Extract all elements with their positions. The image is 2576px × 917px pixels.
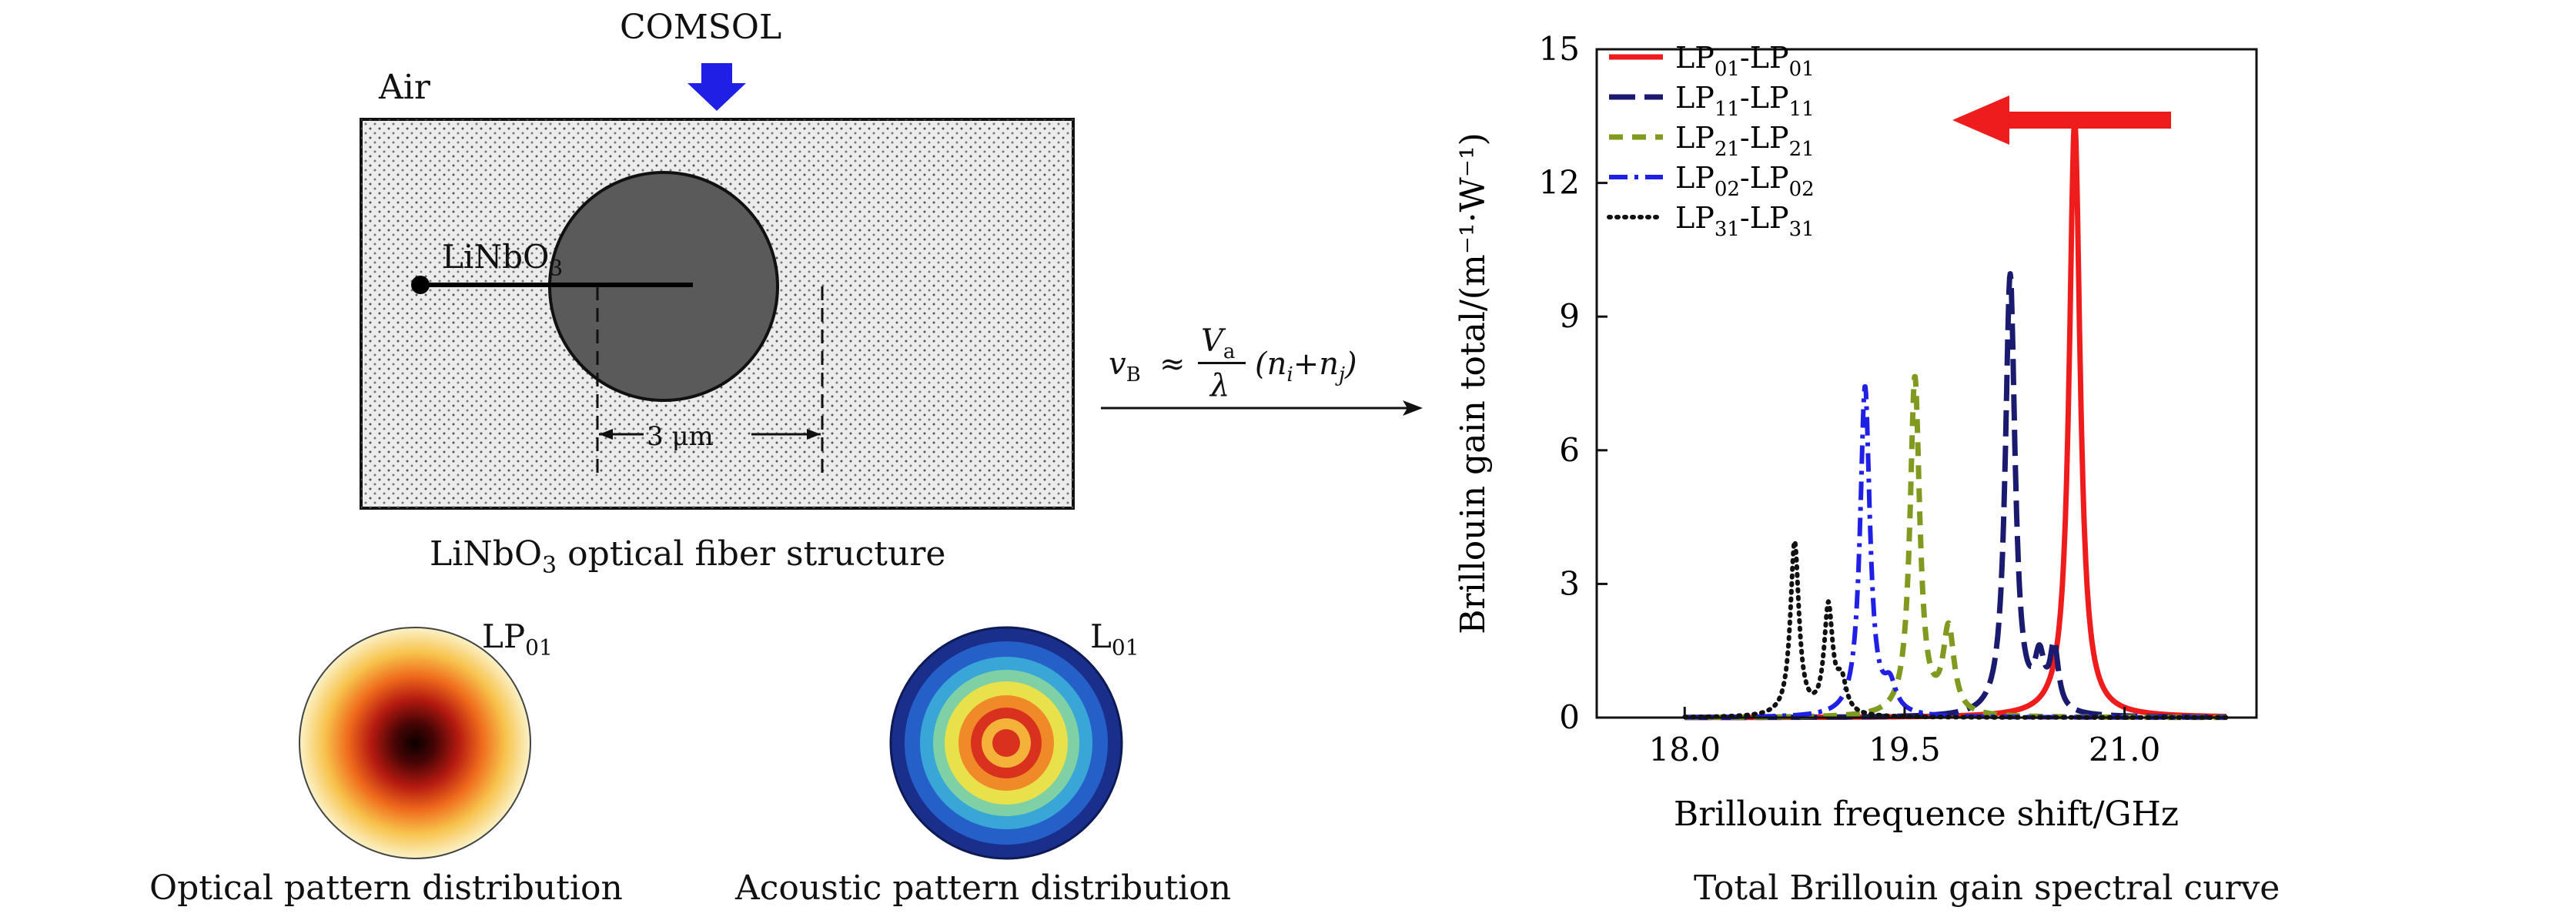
legend-label: LP31-LP31 <box>1675 201 1815 241</box>
series-line-lp31-lp31 <box>1682 539 2230 720</box>
optical-mode-label: LP01 <box>482 617 553 661</box>
y-tick-label: 3 <box>1559 564 1580 602</box>
x-tick-label: 18.0 <box>1649 731 1721 768</box>
y-tick-label: 12 <box>1539 164 1580 202</box>
comsol-arrow-icon <box>687 63 746 111</box>
x-tick-label: 21.0 <box>2089 731 2161 768</box>
fiber-structure <box>360 118 1075 510</box>
air-label: Air <box>379 68 430 107</box>
y-tick-label: 9 <box>1559 297 1580 335</box>
comsol-label: COMSOL <box>620 8 782 47</box>
brillouin-formula: vB ≈ Va λ (ni+nj) <box>1109 323 1357 403</box>
plot-frame <box>1595 48 2258 719</box>
acoustic-caption: Acoustic pattern distribution <box>735 868 1232 908</box>
y-axis-label: Brillouin gain total/(m⁻¹·W⁻¹) <box>1454 132 1493 634</box>
y-tick-label: 15 <box>1539 30 1580 68</box>
legend-label: LP21-LP21 <box>1675 121 1815 161</box>
x-tick-label: 19.5 <box>1868 731 1941 768</box>
axis-ticks: 18.0 19.5 21.0 0 3 6 9 12 15 <box>1539 30 2161 768</box>
optical-mode-image <box>299 627 531 859</box>
y-tick-label: 0 <box>1559 698 1580 736</box>
annotation-arrow-icon <box>1952 95 2171 145</box>
legend-label: LP02-LP02 <box>1675 161 1815 201</box>
acoustic-mode-image <box>889 626 1123 860</box>
legend: LP01-LP01LP11-LP11LP21-LP21LP02-LP02LP31… <box>1607 41 1815 241</box>
chart-caption: Total Brillouin gain spectral curve <box>1694 868 2280 908</box>
flow-arrow-icon <box>1101 400 1423 416</box>
optical-caption: Optical pattern distribution <box>149 868 623 908</box>
core-label: LiNbO3 <box>442 238 564 281</box>
series-line-lp11-lp11 <box>1682 271 2229 721</box>
legend-label: LP01-LP01 <box>1675 41 1815 81</box>
brillouin-gain-chart: 18.0 19.5 21.0 0 3 6 9 12 15 Brillouin frequence… <box>1454 30 2258 834</box>
legend-label: LP11-LP11 <box>1675 81 1815 121</box>
acoustic-mode-label: L01 <box>1090 617 1139 661</box>
structure-caption: LiNbO3 optical fiber structure <box>430 534 946 579</box>
dimension-label: 3 μm <box>647 421 714 452</box>
y-tick-label: 6 <box>1559 431 1580 469</box>
x-axis-label: Brillouin frequence shift/GHz <box>1674 795 2179 834</box>
series-line-lp21-lp21 <box>1682 373 2229 721</box>
